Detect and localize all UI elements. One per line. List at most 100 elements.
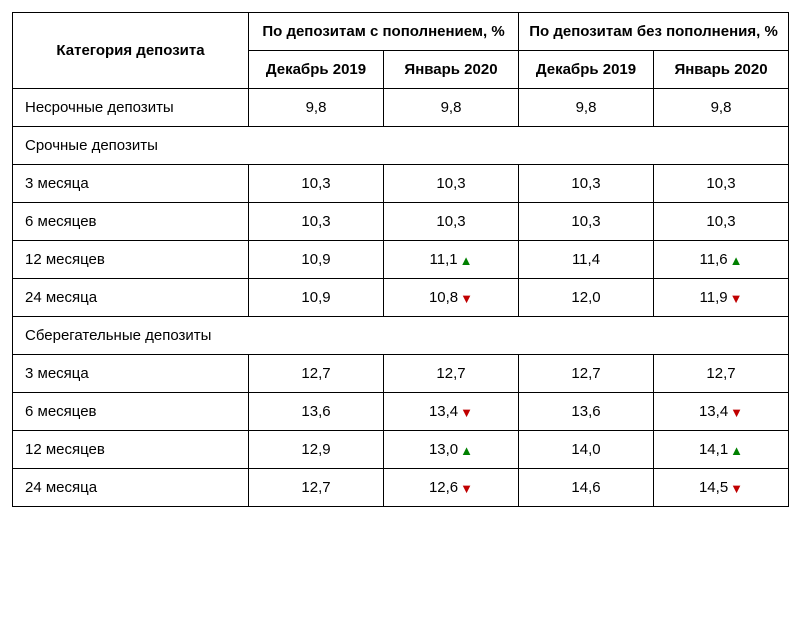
trend-down-icon: ▼ [460,481,473,496]
header-dec2019-b: Декабрь 2019 [519,51,654,89]
rate-value: 12,7 [571,365,600,382]
rate-cell: 14,1▲ [654,431,789,469]
trend-down-icon: ▼ [460,405,473,420]
table-row: 12 месяцев10,911,1▲11,411,6▲ [13,241,789,279]
rate-cell: 10,9 [249,241,384,279]
rate-value: 12,7 [301,479,330,496]
rate-value: 13,6 [301,403,330,420]
rate-cell: 9,8 [654,89,789,127]
rate-value: 13,4 [429,403,458,420]
rate-cell: 12,6▼ [384,469,519,507]
rate-cell: 9,8 [249,89,384,127]
trend-down-icon: ▼ [460,291,473,306]
rate-cell: 11,4 [519,241,654,279]
rate-value: 13,4 [699,403,728,420]
table-header: Категория депозита По депозитам с пополн… [13,13,789,89]
rate-cell: 10,3 [384,203,519,241]
rate-value: 11,1 [430,251,458,268]
rate-cell: 12,7 [249,355,384,393]
rate-value: 11,9 [700,289,728,306]
trend-up-icon: ▲ [730,253,743,268]
trend-down-icon: ▼ [730,405,743,420]
row-label: 12 месяцев [13,241,249,279]
rate-cell: 14,5▼ [654,469,789,507]
rate-value: 10,3 [436,213,465,230]
rate-value: 14,0 [571,441,600,458]
rate-cell: 14,0 [519,431,654,469]
row-label: 24 месяца [13,279,249,317]
row-label: 3 месяца [13,355,249,393]
rate-cell: 12,7 [384,355,519,393]
rate-cell: 10,3 [519,165,654,203]
rate-value: 14,6 [571,479,600,496]
section-header: Сберегательные депозиты [13,317,789,355]
table-row: 24 месяца12,712,6▼14,614,5▼ [13,469,789,507]
rate-value: 10,3 [706,213,735,230]
rate-cell: 13,6 [519,393,654,431]
rate-cell: 10,9 [249,279,384,317]
table-row: 3 месяца 12,7 12,7 12,7 12,7 [13,355,789,393]
trend-down-icon: ▼ [730,481,743,496]
row-label: 6 месяцев [13,203,249,241]
rate-cell: 11,9▼ [654,279,789,317]
rate-cell: 10,8▼ [384,279,519,317]
rate-cell: 11,6▲ [654,241,789,279]
rate-cell: 12,7 [519,355,654,393]
table-row: Сберегательные депозиты [13,317,789,355]
rate-value: 12,0 [571,289,600,306]
rate-value: 12,6 [429,479,458,496]
rate-cell: 13,6 [249,393,384,431]
rate-cell: 12,7 [249,469,384,507]
rate-cell: 11,1▲ [384,241,519,279]
rate-value: 10,3 [301,213,330,230]
rate-value: 14,5 [699,479,728,496]
row-label: 3 месяца [13,165,249,203]
trend-up-icon: ▲ [730,443,743,458]
row-label: 6 месяцев [13,393,249,431]
rate-value: 10,3 [706,175,735,192]
rate-cell: 10,3 [519,203,654,241]
header-jan2020-a: Январь 2020 [384,51,519,89]
trend-down-icon: ▼ [730,291,743,306]
trend-up-icon: ▲ [460,443,473,458]
table-row: 12 месяцев12,913,0▲14,014,1▲ [13,431,789,469]
row-label: Несрочные депозиты [13,89,249,127]
rate-value: 12,9 [301,441,330,458]
rate-value: 9,8 [441,99,462,116]
rate-value: 14,1 [699,441,728,458]
header-group-with-topup: По депозитам с пополнением, % [249,13,519,51]
table-row: 6 месяцев13,613,4▼13,613,4▼ [13,393,789,431]
section-header: Срочные депозиты [13,127,789,165]
rate-cell: 12,9 [249,431,384,469]
row-label: 24 месяца [13,469,249,507]
trend-up-icon: ▲ [460,253,473,268]
header-dec2019-a: Декабрь 2019 [249,51,384,89]
rate-value: 13,6 [571,403,600,420]
rate-cell: 13,4▼ [384,393,519,431]
table-body: Несрочные депозиты9,89,89,89,8Срочные де… [13,89,789,507]
table-row: Срочные депозиты [13,127,789,165]
rate-value: 10,3 [301,175,330,192]
rate-value: 12,7 [301,365,330,382]
rate-value: 9,8 [306,99,327,116]
table-row: Несрочные депозиты 9,8 9,8 9,8 9,8 [13,89,789,127]
rate-cell: 13,0▲ [384,431,519,469]
rate-cell: 10,3 [249,203,384,241]
rate-value: 12,7 [706,365,735,382]
header-jan2020-b: Январь 2020 [654,51,789,89]
rate-cell: 10,3 [654,165,789,203]
rate-value: 10,9 [301,251,330,268]
table-row: 6 месяцев 10,3 10,3 10,3 10,3 [13,203,789,241]
rate-cell: 10,3 [249,165,384,203]
rate-cell: 14,6 [519,469,654,507]
rate-value: 9,8 [576,99,597,116]
rate-cell: 13,4▼ [654,393,789,431]
table-row: 24 месяца10,910,8▼12,011,9▼ [13,279,789,317]
rate-value: 10,3 [571,213,600,230]
rate-value: 13,0 [429,441,458,458]
rate-cell: 12,7 [654,355,789,393]
rate-value: 11,6 [700,251,728,268]
rate-value: 10,3 [436,175,465,192]
rate-cell: 9,8 [519,89,654,127]
table-row: 3 месяца 10,3 10,3 10,3 10,3 [13,165,789,203]
